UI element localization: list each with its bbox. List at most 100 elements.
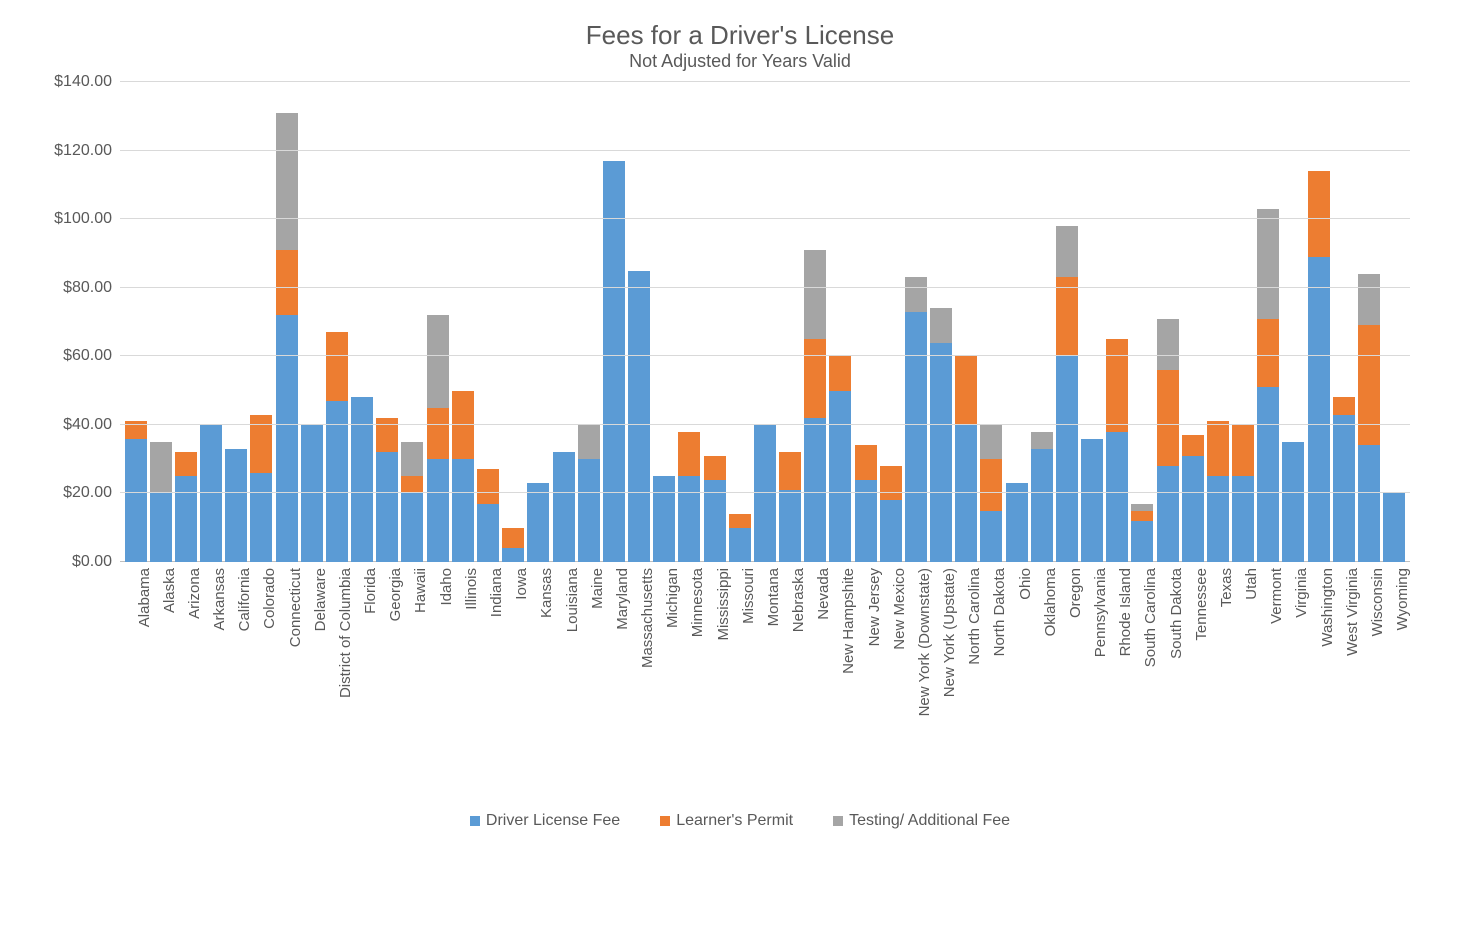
x-label-slot: North Carolina: [955, 562, 977, 842]
x-label-slot: Nevada: [804, 562, 826, 842]
x-label-slot: Maine: [578, 562, 600, 842]
bar-segment-license: [1308, 257, 1330, 562]
bar-segment-license: [829, 391, 851, 562]
bar-segment-testing: [804, 250, 826, 339]
grid-line: [120, 81, 1410, 82]
x-label-slot: Montana: [754, 562, 776, 842]
x-label-slot: Virginia: [1282, 562, 1304, 842]
bar-segment-testing: [1358, 274, 1380, 325]
bar-segment-license: [1006, 483, 1028, 562]
bar-segment-testing: [578, 425, 600, 459]
bar: [578, 425, 600, 562]
bar-segment-license: [276, 315, 298, 562]
x-label-slot: Minnesota: [678, 562, 700, 842]
x-label-slot: Mississippi: [704, 562, 726, 842]
x-label-slot: Indiana: [477, 562, 499, 842]
x-label-slot: Massachusetts: [628, 562, 650, 842]
bar: [376, 418, 398, 562]
bar-segment-permit: [880, 466, 902, 500]
x-label-slot: New Hampshite: [829, 562, 851, 842]
bar-segment-license: [376, 452, 398, 562]
bar-segment-permit: [175, 452, 197, 476]
x-label-slot: Utah: [1232, 562, 1254, 842]
bar-segment-permit: [1157, 370, 1179, 466]
y-tick-label: $140.00: [54, 73, 112, 91]
bar-segment-license: [502, 548, 524, 562]
bar-segment-license: [1333, 415, 1355, 562]
bar-segment-permit: [477, 469, 499, 503]
x-label-slot: Georgia: [376, 562, 398, 842]
x-label-slot: Texas: [1207, 562, 1229, 842]
bar-segment-testing: [930, 308, 952, 342]
bar-segment-permit: [729, 514, 751, 528]
x-label-slot: South Carolina: [1131, 562, 1153, 842]
bar: [829, 356, 851, 562]
y-tick-label: $60.00: [63, 347, 112, 365]
x-label-slot: Tennessee: [1182, 562, 1204, 842]
bar-segment-permit: [452, 391, 474, 460]
bar: [955, 356, 977, 562]
bar-segment-license: [477, 504, 499, 562]
x-label-slot: Kansas: [527, 562, 549, 842]
bar: [628, 271, 650, 562]
x-label-slot: Hawaii: [401, 562, 423, 842]
bar: [1131, 504, 1153, 562]
bar-segment-permit: [955, 356, 977, 425]
bar-segment-license: [1031, 449, 1053, 562]
bar: [930, 308, 952, 562]
bar-segment-license: [880, 500, 902, 562]
bar: [855, 445, 877, 562]
bar-segment-testing: [1257, 209, 1279, 319]
bar-segment-license: [326, 401, 348, 562]
bar: [250, 415, 272, 562]
bar-segment-license: [1358, 445, 1380, 562]
chart-container: Fees for a Driver's License Not Adjusted…: [50, 20, 1430, 920]
bar: [1232, 425, 1254, 562]
bar-segment-license: [452, 459, 474, 562]
x-tick-label: Wyoming: [1394, 568, 1411, 630]
bar: [980, 425, 1002, 562]
bar-segment-license: [1056, 356, 1078, 562]
bar-segment-testing: [1056, 226, 1078, 277]
bar-segment-license: [1232, 476, 1254, 562]
bar-segment-permit: [1207, 421, 1229, 476]
bar-segment-permit: [678, 432, 700, 477]
bars-wrap: [120, 82, 1410, 562]
bar: [905, 277, 927, 562]
x-label-slot: Florida: [351, 562, 373, 842]
bar-segment-permit: [779, 452, 801, 490]
bar: [150, 442, 172, 562]
bar-segment-license: [225, 449, 247, 562]
bar-segment-testing: [905, 277, 927, 311]
bar: [678, 432, 700, 562]
bar-segment-license: [1157, 466, 1179, 562]
bar: [1006, 483, 1028, 562]
x-label-slot: Oklahoma: [1031, 562, 1053, 842]
bar-segment-license: [1282, 442, 1304, 562]
bar-segment-testing: [150, 442, 172, 493]
bar-segment-permit: [1056, 277, 1078, 356]
y-tick-label: $20.00: [63, 484, 112, 502]
x-label-slot: Vermont: [1257, 562, 1279, 842]
bar-segment-permit: [1333, 397, 1355, 414]
bar: [1282, 442, 1304, 562]
y-tick-label: $0.00: [72, 553, 112, 571]
bar: [1257, 209, 1279, 562]
bar: [653, 476, 675, 562]
chart-subtitle: Not Adjusted for Years Valid: [50, 51, 1430, 72]
x-label-slot: California: [225, 562, 247, 842]
bar: [502, 528, 524, 562]
bar-segment-license: [351, 397, 373, 562]
title-block: Fees for a Driver's License Not Adjusted…: [50, 20, 1430, 72]
x-label-slot: New Mexico: [880, 562, 902, 842]
bar: [1333, 397, 1355, 562]
bar-segment-testing: [1031, 432, 1053, 449]
x-label-slot: West Virginia: [1333, 562, 1355, 842]
bar-segment-license: [578, 459, 600, 562]
x-label-slot: Alabama: [125, 562, 147, 842]
bar-segment-testing: [980, 425, 1002, 459]
x-label-slot: Ohio: [1006, 562, 1028, 842]
bar: [804, 250, 826, 562]
bar-segment-license: [427, 459, 449, 562]
bar-segment-license: [553, 452, 575, 562]
